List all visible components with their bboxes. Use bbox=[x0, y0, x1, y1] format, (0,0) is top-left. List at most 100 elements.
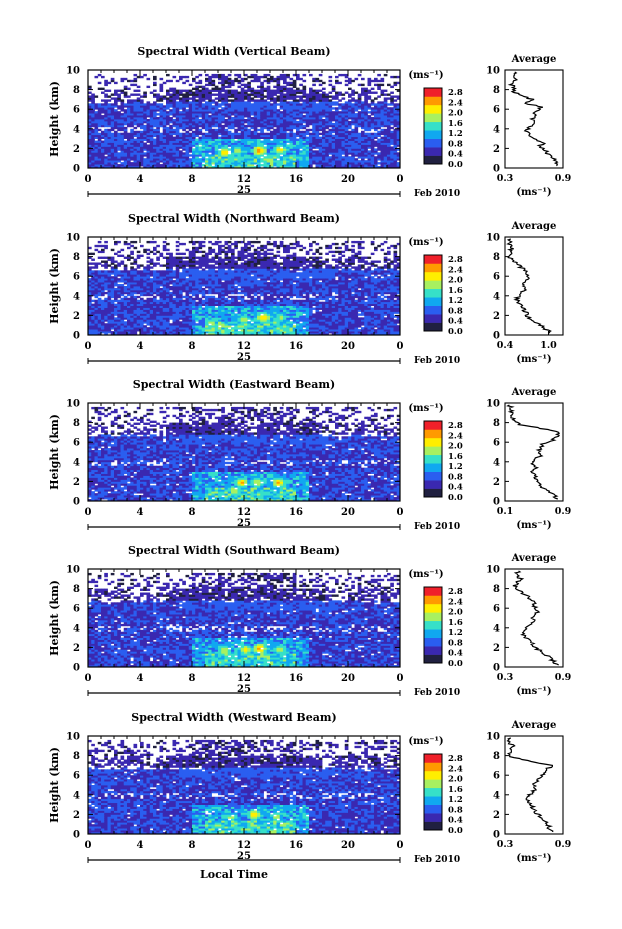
avg-x-tick-label: 0.9 bbox=[555, 672, 572, 683]
avg-y-tick-label: 10 bbox=[486, 66, 500, 77]
colorbar-tick-label: 0.4 bbox=[448, 649, 463, 659]
x-tick-label: 16 bbox=[289, 174, 303, 185]
avg-y-tick-label: 0 bbox=[493, 830, 500, 841]
avg-y-tick-label: 4 bbox=[493, 291, 500, 302]
y-tick-label: 2 bbox=[73, 643, 80, 654]
panel-title: Spectral Width (Southward Beam) bbox=[128, 544, 340, 557]
x-tick-label: 0 bbox=[397, 174, 404, 185]
colorbar-tick-label: 2.4 bbox=[448, 431, 463, 441]
avg-title: Average bbox=[511, 720, 557, 731]
x-tick-label: 8 bbox=[189, 840, 196, 851]
heatmap-cells bbox=[88, 406, 401, 502]
avg-y-tick-label: 6 bbox=[493, 438, 500, 449]
colorbar-tick-label: 0.4 bbox=[448, 150, 463, 160]
x-tick-label: 16 bbox=[289, 341, 303, 352]
avg-x-label: (ms⁻¹) bbox=[516, 853, 551, 864]
x-tick-label: 8 bbox=[189, 673, 196, 684]
x-tick-label: 0 bbox=[85, 507, 92, 518]
avg-x-label: (ms⁻¹) bbox=[516, 520, 551, 531]
colorbar-tick-label: 1.2 bbox=[448, 296, 463, 306]
colorbar-frame bbox=[423, 87, 443, 165]
date-label: Feb 2010 bbox=[414, 688, 460, 698]
avg-y-tick-label: 8 bbox=[493, 751, 500, 762]
x-tick-label: 0 bbox=[85, 840, 92, 851]
panel-1: Spectral Width (Northward Beam) 0 2 4 6 8 10 He… bbox=[48, 212, 564, 366]
colorbar-tick-label: 0.0 bbox=[448, 826, 463, 836]
colorbar-tick-label: 0.0 bbox=[448, 493, 463, 503]
avg-y-tick-label: 4 bbox=[493, 790, 500, 801]
colorbar-tick-label: 1.6 bbox=[448, 119, 463, 129]
y-tick-label: 0 bbox=[73, 331, 80, 342]
y-tick-label: 4 bbox=[73, 291, 80, 302]
y-axis-label: Height (km) bbox=[48, 248, 61, 324]
day-label: 25 bbox=[237, 185, 251, 196]
x-tick-label: 0 bbox=[85, 341, 92, 352]
colorbar-segment bbox=[424, 779, 442, 789]
x-tick-label: 0 bbox=[397, 840, 404, 851]
avg-frame bbox=[504, 69, 564, 169]
avg-y-tick-label: 6 bbox=[493, 604, 500, 615]
avg-x-tick-label: 1.0 bbox=[540, 340, 557, 351]
y-tick-label: 2 bbox=[73, 144, 80, 155]
colorbar-segment bbox=[424, 147, 442, 156]
date-label: Feb 2010 bbox=[414, 522, 460, 532]
avg-y-tick-label: 6 bbox=[493, 272, 500, 283]
y-tick-label: 6 bbox=[73, 105, 80, 116]
colorbar-segment bbox=[424, 288, 442, 298]
x-tick-label: 8 bbox=[189, 507, 196, 518]
colorbar-tick-label: 1.2 bbox=[448, 628, 463, 638]
colorbar-segment bbox=[424, 754, 442, 763]
colorbar-segment bbox=[424, 463, 442, 472]
y-tick-label: 10 bbox=[66, 233, 80, 244]
colorbar-tick-label: 1.6 bbox=[448, 286, 463, 296]
panel-title: Spectral Width (Eastward Beam) bbox=[133, 378, 335, 391]
colorbar-segment bbox=[424, 629, 442, 638]
y-tick-label: 8 bbox=[73, 584, 80, 595]
x-tick-label: 12 bbox=[237, 840, 251, 851]
avg-title: Average bbox=[511, 387, 557, 398]
avg-y-tick-label: 8 bbox=[493, 252, 500, 263]
x-tick-label: 8 bbox=[189, 341, 196, 352]
avg-title: Average bbox=[511, 54, 557, 65]
avg-profile-line bbox=[506, 238, 552, 334]
colorbar-tick-label: 0.8 bbox=[448, 472, 463, 482]
avg-y-tick-label: 10 bbox=[486, 732, 500, 743]
x-tick-label: 20 bbox=[341, 174, 355, 185]
colorbar-segment bbox=[424, 322, 442, 332]
y-tick-label: 2 bbox=[73, 810, 80, 821]
panel-title: Spectral Width (Westward Beam) bbox=[131, 711, 336, 724]
colorbar-segment bbox=[424, 421, 442, 430]
heatmap-cells bbox=[88, 572, 401, 668]
colorbar-unit: (ms⁻¹) bbox=[408, 70, 443, 81]
avg-x-tick-label: 0.9 bbox=[555, 173, 572, 184]
panel-4: Spectral Width (Westward Beam) 0 2 4 6 8 10 Hei… bbox=[48, 711, 572, 865]
avg-x-tick-label: 0.3 bbox=[497, 839, 514, 850]
avg-y-tick-label: 2 bbox=[493, 311, 500, 322]
colorbar-unit: (ms⁻¹) bbox=[408, 403, 443, 414]
avg-y-tick-label: 4 bbox=[493, 124, 500, 135]
avg-x-tick-label: 0.4 bbox=[497, 340, 514, 351]
avg-x-tick-label: 0.9 bbox=[555, 506, 572, 517]
colorbar-segment bbox=[424, 88, 442, 97]
day-label: 25 bbox=[237, 352, 251, 363]
colorbar-segment bbox=[424, 595, 442, 605]
colorbar-segment bbox=[424, 480, 442, 489]
colorbar-tick-label: 1.6 bbox=[448, 618, 463, 628]
colorbar-segment bbox=[424, 821, 442, 831]
colorbar-tick-label: 0.0 bbox=[448, 327, 463, 337]
y-tick-label: 2 bbox=[73, 311, 80, 322]
heatmap-cells bbox=[88, 240, 401, 336]
heatmap-cells bbox=[88, 73, 401, 169]
avg-y-tick-label: 0 bbox=[493, 663, 500, 674]
y-axis-label: Height (km) bbox=[48, 747, 61, 823]
colorbar-tick-label: 0.0 bbox=[448, 659, 463, 669]
avg-y-tick-label: 2 bbox=[493, 144, 500, 155]
x-tick-label: 0 bbox=[397, 673, 404, 684]
x-tick-label: 12 bbox=[237, 341, 251, 352]
avg-profile-line bbox=[506, 737, 554, 833]
y-tick-label: 10 bbox=[66, 399, 80, 410]
colorbar-tick-label: 0.4 bbox=[448, 483, 463, 493]
avg-y-tick-label: 8 bbox=[493, 85, 500, 96]
colorbar-segment bbox=[424, 138, 442, 148]
